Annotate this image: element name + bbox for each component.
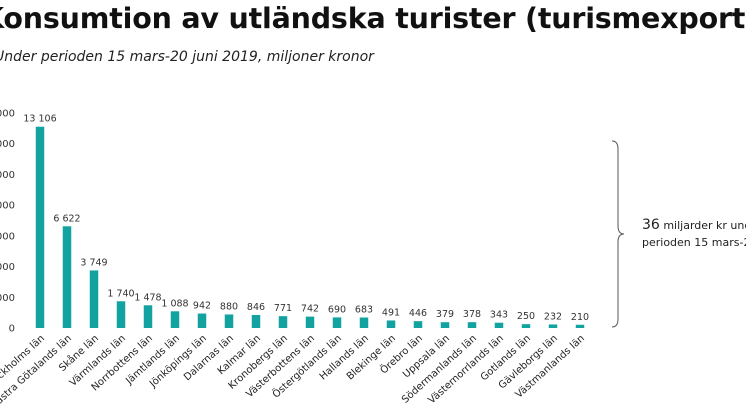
data-label: 250 xyxy=(517,311,535,322)
bar xyxy=(116,301,126,328)
y-tick-label: 0 xyxy=(9,324,15,335)
data-label: 6 622 xyxy=(53,213,80,224)
bar xyxy=(440,322,450,328)
bar xyxy=(332,317,342,328)
bar xyxy=(494,322,504,328)
y-tick-label: 4 000 xyxy=(0,262,15,273)
data-label: 379 xyxy=(436,309,454,320)
bar xyxy=(413,321,423,328)
bar xyxy=(278,316,288,328)
bar xyxy=(62,226,72,328)
bar xyxy=(305,316,315,328)
data-label: 690 xyxy=(328,304,346,315)
data-label: 232 xyxy=(544,311,562,322)
total-annotation-line-1: 36 miljarder kr under xyxy=(642,217,746,233)
data-label: 1 088 xyxy=(161,298,188,309)
bar xyxy=(170,311,180,328)
data-label: 3 749 xyxy=(80,257,107,268)
chart-subtitle: Under perioden 15 mars-20 juni 2019, mil… xyxy=(0,49,374,65)
data-label: 1 478 xyxy=(134,292,161,303)
data-label: 13 106 xyxy=(23,114,56,125)
data-label: 491 xyxy=(382,307,400,318)
data-label: 771 xyxy=(274,303,292,314)
y-axis: 0 2 000 4 000 6 000 8 000 10 000 12 000 14 000 xyxy=(0,109,15,335)
data-label: 343 xyxy=(490,310,508,321)
y-tick-label: 6 000 xyxy=(0,231,15,242)
bar xyxy=(548,324,558,328)
data-label: 378 xyxy=(463,309,481,320)
bar xyxy=(521,324,531,328)
bar xyxy=(89,270,99,328)
data-label: 683 xyxy=(355,305,373,316)
chart-title: Konsumtion av utländska turister (turism… xyxy=(0,2,746,35)
bar xyxy=(224,314,234,328)
data-label: 942 xyxy=(193,301,211,312)
y-tick-label: 14 000 xyxy=(0,109,15,120)
data-label: 1 740 xyxy=(107,288,134,299)
bar xyxy=(575,324,585,328)
bar xyxy=(143,305,153,328)
y-tick-label: 12 000 xyxy=(0,139,15,150)
bars-group xyxy=(35,126,585,329)
bar xyxy=(386,320,396,328)
data-label: 210 xyxy=(571,312,589,323)
data-label: 742 xyxy=(301,304,319,315)
bar xyxy=(467,322,477,328)
total-annotation-number: 36 xyxy=(642,217,660,233)
data-label: 880 xyxy=(220,301,238,312)
total-annotation-line-2: perioden 15 mars-20 juni xyxy=(642,236,746,249)
y-tick-label: 2 000 xyxy=(0,293,15,304)
y-tick-label: 10 000 xyxy=(0,170,15,181)
total-annotation-text: miljarder kr under xyxy=(660,219,746,232)
bar xyxy=(197,313,207,328)
bar xyxy=(359,317,369,328)
y-tick-label: 8 000 xyxy=(0,201,15,212)
data-label: 446 xyxy=(409,308,427,319)
bar xyxy=(251,315,261,328)
bar xyxy=(35,126,45,329)
data-label: 846 xyxy=(247,302,265,313)
total-brace xyxy=(611,140,625,328)
